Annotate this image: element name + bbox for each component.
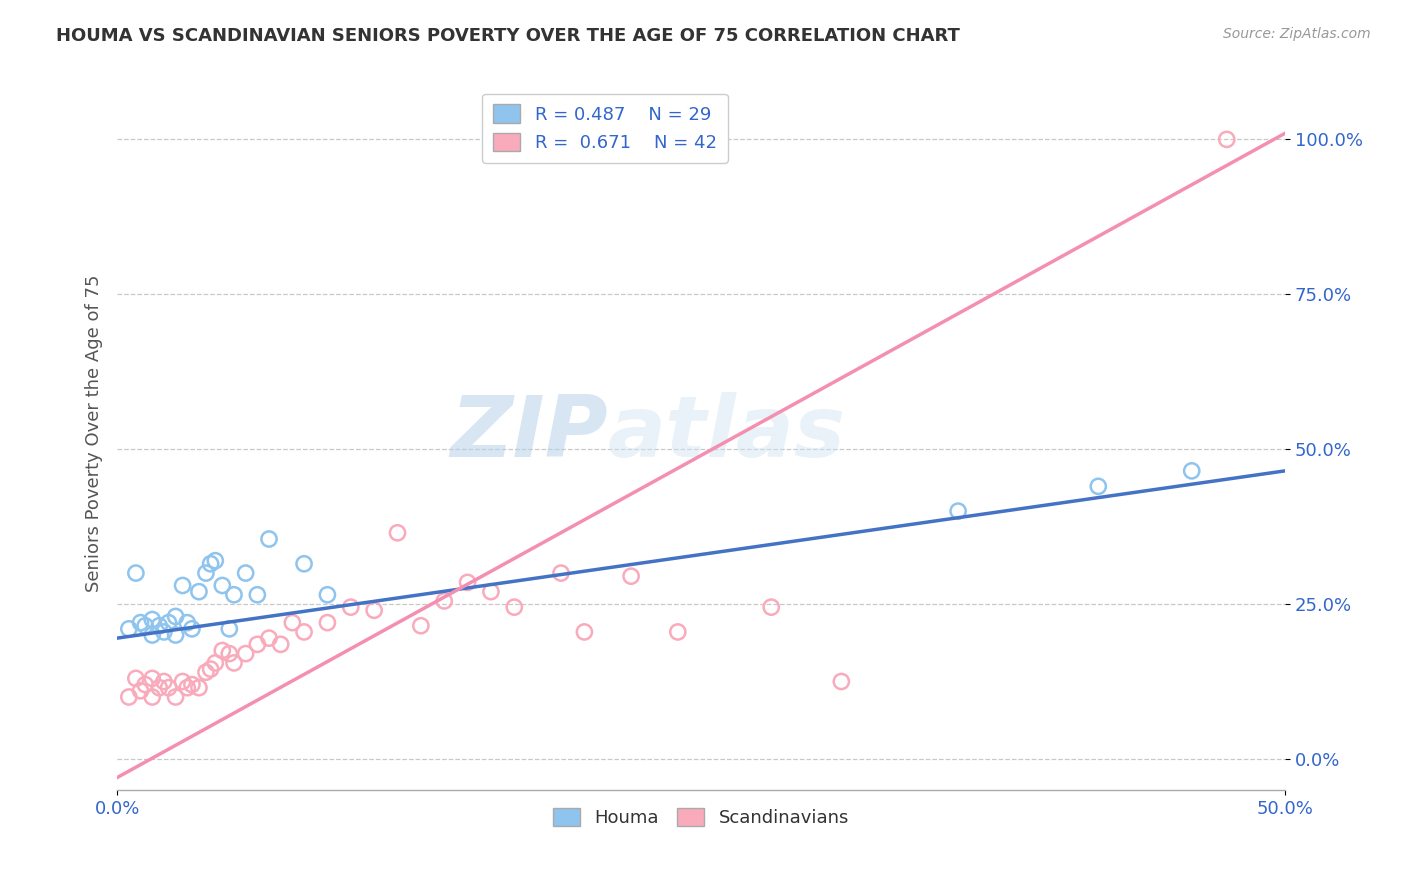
Point — [165, 628, 187, 642]
Point — [204, 554, 226, 568]
Point — [620, 569, 643, 583]
Point — [165, 690, 187, 704]
Point — [409, 618, 432, 632]
Point — [292, 557, 315, 571]
Point — [194, 566, 217, 580]
Point — [187, 584, 209, 599]
Text: HOUMA VS SCANDINAVIAN SENIORS POVERTY OVER THE AGE OF 75 CORRELATION CHART: HOUMA VS SCANDINAVIAN SENIORS POVERTY OV… — [56, 27, 960, 45]
Point — [946, 504, 969, 518]
Point — [666, 624, 689, 639]
Point — [1181, 464, 1204, 478]
Point — [165, 609, 187, 624]
Point — [235, 647, 257, 661]
Point — [200, 557, 222, 571]
Point — [503, 600, 526, 615]
Legend: Houma, Scandinavians: Houma, Scandinavians — [546, 800, 856, 834]
Point — [181, 622, 204, 636]
Point — [316, 615, 339, 630]
Point — [141, 690, 163, 704]
Point — [129, 683, 152, 698]
Point — [761, 600, 783, 615]
Point — [316, 588, 339, 602]
Point — [204, 656, 226, 670]
Point — [153, 624, 176, 639]
Point — [172, 578, 194, 592]
Point — [125, 672, 148, 686]
Point — [218, 622, 240, 636]
Point — [339, 600, 361, 615]
Point — [830, 674, 852, 689]
Text: atlas: atlas — [607, 392, 846, 475]
Point — [235, 566, 257, 580]
Point — [433, 594, 456, 608]
Point — [125, 566, 148, 580]
Point — [550, 566, 572, 580]
Point — [211, 643, 233, 657]
Point — [222, 588, 245, 602]
Point — [134, 618, 156, 632]
Point — [148, 618, 170, 632]
Point — [200, 662, 222, 676]
Point — [1087, 479, 1109, 493]
Point — [211, 578, 233, 592]
Point — [222, 656, 245, 670]
Point — [141, 628, 163, 642]
Point — [292, 624, 315, 639]
Text: Source: ZipAtlas.com: Source: ZipAtlas.com — [1223, 27, 1371, 41]
Point — [141, 613, 163, 627]
Point — [257, 532, 280, 546]
Point — [118, 622, 141, 636]
Point — [246, 588, 269, 602]
Point — [118, 690, 141, 704]
Point — [134, 677, 156, 691]
Text: ZIP: ZIP — [450, 392, 607, 475]
Point — [194, 665, 217, 680]
Point — [172, 674, 194, 689]
Point — [574, 624, 596, 639]
Point — [153, 674, 176, 689]
Point — [246, 637, 269, 651]
Point — [1216, 132, 1239, 146]
Point — [387, 525, 409, 540]
Point — [479, 584, 502, 599]
Point — [218, 647, 240, 661]
Point — [176, 615, 198, 630]
Point — [257, 631, 280, 645]
Point — [141, 672, 163, 686]
Point — [363, 603, 385, 617]
Point — [270, 637, 292, 651]
Y-axis label: Seniors Poverty Over the Age of 75: Seniors Poverty Over the Age of 75 — [86, 275, 103, 592]
Point — [129, 615, 152, 630]
Point — [181, 677, 204, 691]
Point — [157, 681, 180, 695]
Point — [187, 681, 209, 695]
Point — [457, 575, 479, 590]
Point — [157, 615, 180, 630]
Point — [176, 681, 198, 695]
Point — [281, 615, 304, 630]
Point — [148, 681, 170, 695]
